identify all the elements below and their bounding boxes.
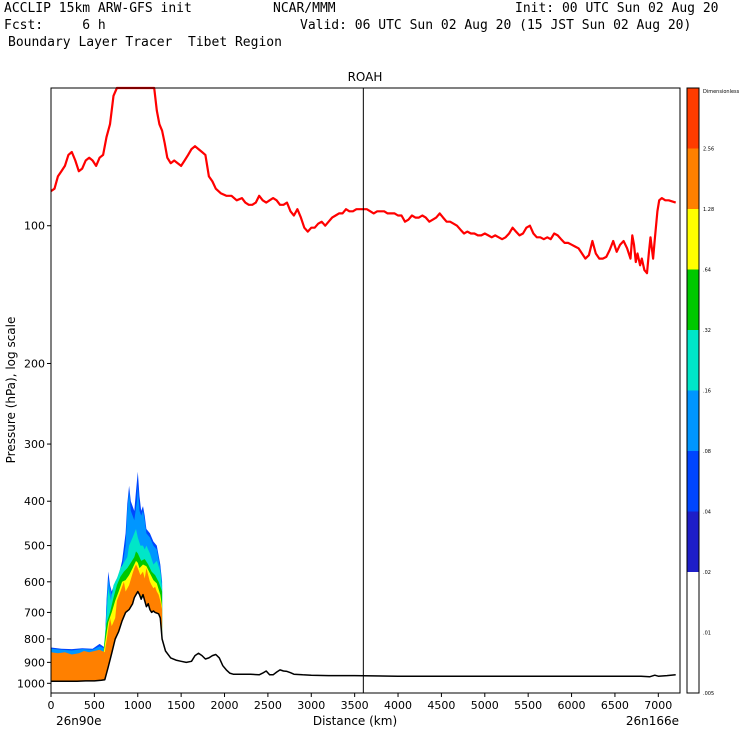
y-tick-label: 600: [24, 576, 45, 589]
x-start-label: 26n90e: [56, 714, 102, 728]
x-axis: 0 500 1000 1500 2000 2500 3000 3500 4000 4500 5000…: [48, 693, 672, 712]
y-tick-label: 200: [24, 357, 45, 370]
y-tick-label: 100: [24, 220, 45, 233]
colorbar-label: .01: [703, 631, 711, 637]
y-tick-label: 800: [24, 633, 45, 646]
colorbar-label: .02: [703, 570, 711, 576]
y-axis: 100 200 300 400 500 600 700 800 900 1000: [17, 220, 51, 690]
x-tick-label: 4000: [384, 699, 412, 712]
colorbar-label: 2.56: [703, 147, 714, 153]
header-valid-time: Valid: 06 UTC Sun 02 Aug 20 (15 JST Sun …: [300, 18, 692, 33]
tracer-fills: [51, 471, 680, 693]
colorbar-segment: [687, 148, 699, 209]
colorbar-segment: [687, 269, 699, 330]
colorbar-segment: [687, 572, 699, 633]
colorbar-label: .005: [703, 691, 714, 697]
x-tick-label: 6500: [601, 699, 629, 712]
colorbar-label: .64: [703, 268, 711, 274]
x-tick-label: 4500: [427, 699, 455, 712]
colorbar-label: .08: [703, 449, 711, 455]
terrain-fill: [51, 591, 680, 693]
colorbar-segment: [687, 209, 699, 270]
colorbar-segment: [687, 88, 699, 149]
colorbar-label: .16: [703, 389, 711, 395]
header-init-model: ACCLIP 15km ARW-GFS init: [4, 1, 192, 16]
x-tick-label: 3000: [297, 699, 325, 712]
colorbar-segment: [687, 632, 699, 693]
chart-title: ROAH: [348, 70, 383, 84]
colorbar-frame: [686, 87, 700, 694]
tracer-band-1.28: [51, 564, 163, 682]
colorbar: Dimensionless 2.56 1.28 .64 .32 .16 .08 .04 .02.…: [686, 87, 740, 697]
y-tick-label: 700: [24, 606, 45, 619]
y-tick-label: 1000: [17, 677, 45, 690]
y-tick-label: 900: [24, 656, 45, 669]
x-tick-label: 5000: [471, 699, 499, 712]
x-tick-label: 3500: [341, 699, 369, 712]
x-tick-label: 1500: [167, 699, 195, 712]
colorbar-segment: [687, 511, 699, 572]
y-tick-label: 500: [24, 540, 45, 553]
x-tick-label: 7000: [644, 699, 672, 712]
header-forecast-hour: Fcst: 6 h: [4, 18, 106, 33]
x-tick-label: 500: [84, 699, 105, 712]
x-tick-label: 1000: [124, 699, 152, 712]
x-tick-label: 5500: [514, 699, 542, 712]
x-end-label: 26n166e: [626, 714, 679, 728]
header-field-title: Boundary Layer Tracer Tibet Region: [8, 35, 282, 50]
y-axis-label: Pressure (hPa), log scale: [4, 317, 18, 464]
header-init-time: Init: 00 UTC Sun 02 Aug 20: [515, 1, 719, 16]
x-tick-label: 2500: [254, 699, 282, 712]
y-tick-label: 400: [24, 495, 45, 508]
x-tick-label: 6000: [558, 699, 586, 712]
header-center-org: NCAR/MMM: [273, 1, 336, 16]
colorbar-segment: [687, 330, 699, 391]
plot-frame: [50, 87, 681, 694]
colorbar-label: 1.28: [703, 207, 714, 213]
y-tick-label: 300: [24, 438, 45, 451]
terrain-line: [51, 590, 676, 683]
colorbar-label: Dimensionless: [703, 89, 740, 95]
x-tick-label: 0: [48, 699, 55, 712]
colorbar-segment: [687, 451, 699, 512]
x-tick-label: 2000: [211, 699, 239, 712]
profile-lines: [50, 86, 677, 693]
colorbar-segment: [687, 390, 699, 451]
tropopause-line: [50, 86, 677, 275]
colorbar-label: .32: [703, 328, 711, 334]
x-axis-label: Distance (km): [313, 714, 397, 728]
colorbar-label: .04: [703, 510, 711, 516]
